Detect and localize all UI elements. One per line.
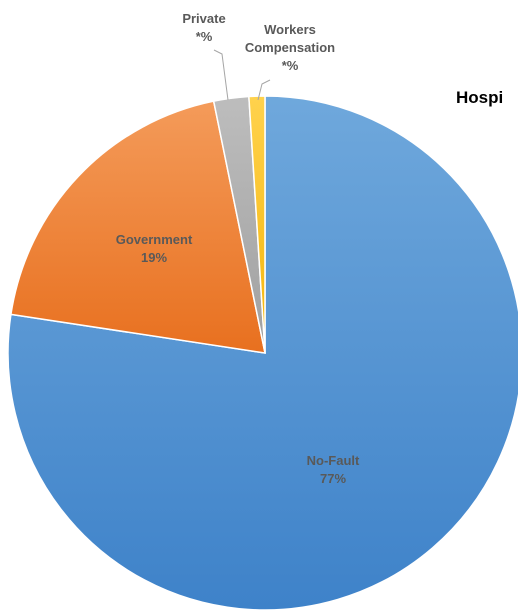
leader-line-workers-compensation — [257, 79, 271, 101]
slice-label-workers-compensation: Workers Compensation *% — [245, 22, 335, 73]
chart-title: Hospi — [456, 88, 503, 107]
pie-slice-government — [10, 100, 266, 354]
leader-line-private — [213, 49, 229, 101]
slice-label-private: Private *% — [182, 11, 225, 44]
slice-label-government: Government 19% — [116, 232, 193, 265]
slice-label-no-fault: No-Fault 77% — [307, 453, 360, 486]
pie-slice-workers-compensation — [248, 95, 266, 354]
